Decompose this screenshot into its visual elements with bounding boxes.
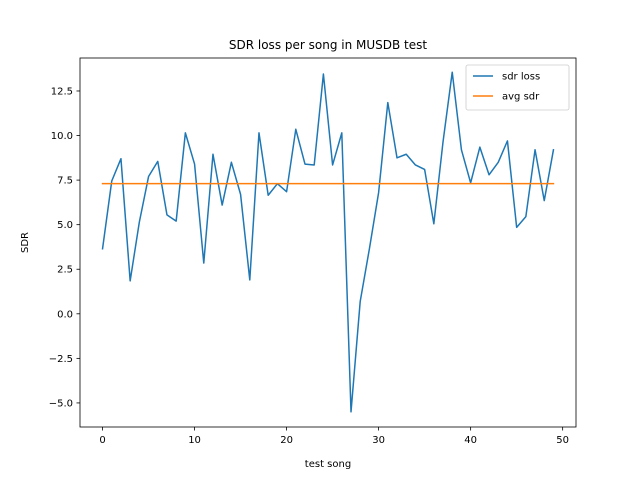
y-tick-label: 2.5 bbox=[57, 265, 73, 276]
x-tick-label: 20 bbox=[280, 435, 293, 446]
y-tick-label: 10.0 bbox=[51, 131, 73, 142]
legend: sdr loss avg sdr bbox=[465, 64, 570, 111]
y-tick-label: 12.5 bbox=[51, 86, 73, 97]
x-tick-label: 40 bbox=[464, 435, 477, 446]
y-tick-label: −2.5 bbox=[49, 354, 73, 365]
series-line-sdr-loss bbox=[101, 71, 555, 413]
x-tick-label: 30 bbox=[372, 435, 385, 446]
y-tick-label: 5.0 bbox=[57, 220, 73, 231]
tick-group: 0 10 20 30 40 50 −5.0 −2.5 0.0 2.5 5.0 7.5 10.0 12.5 bbox=[49, 86, 569, 446]
x-axis-label: test song bbox=[305, 459, 351, 470]
chart-title: SDR loss per song in MUSDB test bbox=[229, 38, 428, 52]
y-tick-label: −5.0 bbox=[49, 398, 73, 409]
legend-label: sdr loss bbox=[502, 72, 540, 83]
plot-area bbox=[101, 71, 555, 413]
y-tick-label: 0.0 bbox=[57, 309, 73, 320]
x-tick-label: 0 bbox=[99, 435, 105, 446]
y-axis-label: SDR bbox=[20, 232, 31, 253]
legend-label: avg sdr bbox=[502, 92, 540, 103]
x-tick-label: 10 bbox=[188, 435, 201, 446]
y-tick-label: 7.5 bbox=[57, 176, 73, 187]
axes-frame bbox=[79, 57, 577, 428]
x-tick-label: 50 bbox=[556, 435, 569, 446]
